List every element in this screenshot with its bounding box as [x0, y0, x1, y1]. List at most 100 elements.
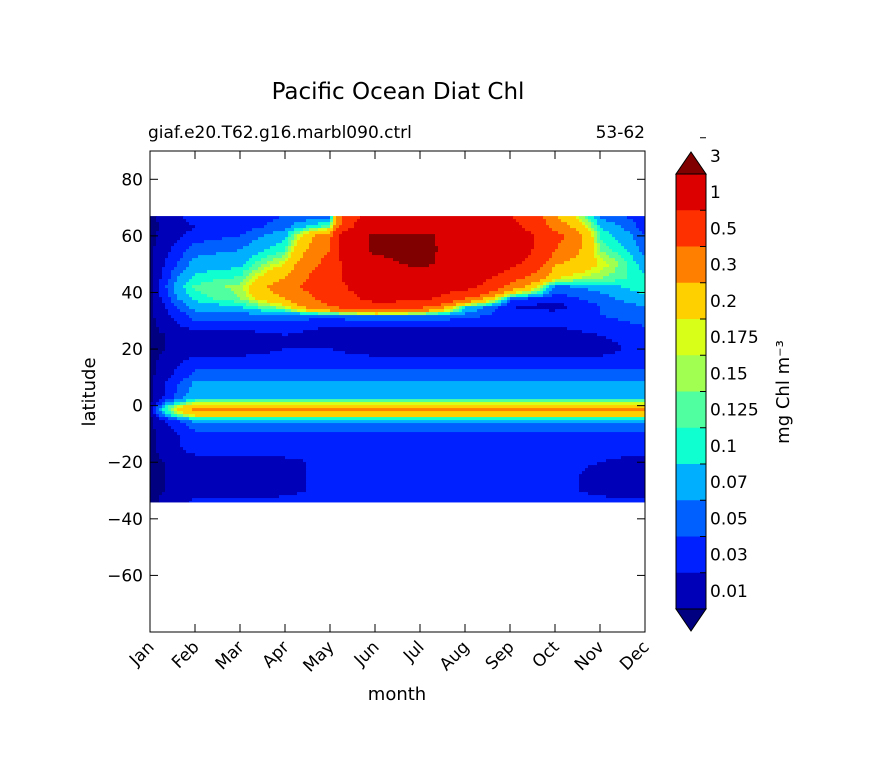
- heatmap-cell: [333, 216, 337, 220]
- heatmap-cell: [597, 264, 610, 268]
- heatmap-cell: [216, 252, 259, 256]
- heatmap-cell: [183, 234, 241, 238]
- heatmap-cell: [288, 234, 292, 238]
- heatmap-cell: [162, 297, 172, 301]
- heatmap-cell: [207, 294, 238, 298]
- x-tick-label: Feb: [168, 637, 203, 672]
- heatmap-cell: [360, 216, 514, 220]
- heatmap-cell: [552, 255, 577, 259]
- heatmap-cell: [165, 333, 283, 337]
- heatmap-cell: [621, 456, 645, 460]
- heatmap-cell: [162, 300, 172, 304]
- heatmap-cell: [159, 327, 190, 331]
- heatmap-cell: [258, 237, 286, 241]
- heatmap-cell: [150, 429, 157, 433]
- heatmap-cell: [342, 231, 532, 235]
- heatmap-cell: [591, 234, 595, 238]
- heatmap-cell: [270, 264, 283, 268]
- heatmap-cell: [165, 468, 307, 472]
- heatmap-cell: [489, 300, 496, 304]
- heatmap-cell: [615, 297, 645, 301]
- heatmap-cell: [594, 249, 598, 253]
- heatmap-cell: [150, 225, 160, 229]
- heatmap-cell: [564, 234, 583, 238]
- heatmap-cell: [171, 300, 184, 304]
- heatmap-cell: [150, 264, 154, 268]
- heatmap-cell: [450, 291, 490, 295]
- heatmap-cell: [168, 423, 187, 427]
- heatmap-cell: [543, 216, 559, 220]
- heatmap-cell: [255, 297, 286, 301]
- heatmap-cell: [246, 231, 274, 235]
- heatmap-cell: [579, 216, 586, 220]
- heatmap-cell: [300, 231, 304, 235]
- heatmap-cell: [597, 249, 601, 253]
- heatmap-cell: [300, 258, 322, 262]
- heatmap-cell: [261, 309, 286, 313]
- heatmap-cell: [552, 252, 580, 256]
- heatmap-cell: [189, 261, 247, 265]
- heatmap-cell: [528, 255, 553, 259]
- heatmap-cell: [162, 405, 166, 409]
- colorbar: 0.01 0.03 0.05 0.07 0.1 0.125 0.15 0.175 0.2 0.3 0…: [675, 137, 759, 632]
- heatmap-cell: [186, 450, 645, 454]
- heatmap-cell: [150, 222, 160, 226]
- heatmap-cell: [297, 240, 313, 244]
- heatmap-cell: [624, 258, 634, 262]
- heatmap-cell: [165, 483, 307, 487]
- heatmap-cell: [240, 234, 265, 238]
- heatmap-cell: [597, 222, 616, 226]
- heatmap-cell: [597, 243, 601, 247]
- heatmap-cell: [294, 237, 298, 241]
- heatmap-cell: [291, 225, 307, 229]
- heatmap-cell: [165, 471, 307, 475]
- heatmap-cell: [306, 249, 331, 253]
- heatmap-cell: [330, 219, 334, 223]
- heatmap-cell: [291, 243, 295, 247]
- heatmap-cell: [150, 351, 163, 355]
- heatmap-cell: [153, 297, 163, 301]
- heatmap-cell: [189, 387, 645, 391]
- heatmap-cell: [303, 459, 607, 463]
- heatmap-cell: [579, 231, 592, 235]
- heatmap-cell: [162, 276, 172, 280]
- heatmap-cell: [333, 228, 337, 232]
- heatmap-cell: [156, 438, 181, 442]
- heatmap-cell: [150, 249, 154, 253]
- x-tick-label: Apr: [259, 637, 294, 672]
- heatmap-cell: [156, 321, 178, 325]
- heatmap-cell: [159, 453, 196, 457]
- heatmap-cell: [576, 255, 595, 259]
- heatmap-cell: [555, 249, 580, 253]
- heatmap-cell: [618, 252, 631, 256]
- heatmap-cell: [189, 264, 244, 268]
- heatmap-cell: [201, 291, 235, 295]
- heatmap-cell: [195, 429, 645, 433]
- heatmap-cell: [372, 300, 397, 304]
- heatmap-cell: [291, 246, 295, 250]
- heatmap-cell: [531, 249, 556, 253]
- heatmap-cell: [450, 309, 454, 313]
- heatmap-cell: [465, 306, 484, 310]
- heatmap-cell: [450, 312, 466, 316]
- heatmap-cell: [513, 288, 532, 292]
- heatmap-cell: [591, 228, 595, 232]
- heatmap-cell: [294, 228, 304, 232]
- heatmap-cell: [150, 339, 166, 343]
- heatmap-cell: [435, 243, 535, 247]
- heatmap-cell: [153, 408, 157, 412]
- heatmap-cell: [150, 432, 157, 436]
- heatmap-cell: [264, 234, 289, 238]
- heatmap-cell: [549, 273, 574, 277]
- heatmap-cell: [339, 252, 373, 256]
- heatmap-field: [150, 216, 645, 503]
- heatmap-cell: [579, 480, 645, 484]
- heatmap-cell: [249, 297, 256, 301]
- heatmap-cell: [624, 300, 645, 304]
- heatmap-cell: [243, 270, 253, 274]
- heatmap-cell: [231, 288, 244, 292]
- heatmap-cell: [171, 246, 190, 250]
- heatmap-cell: [150, 357, 160, 361]
- heatmap-cell: [534, 288, 541, 292]
- x-tick-label: Jan: [125, 637, 158, 670]
